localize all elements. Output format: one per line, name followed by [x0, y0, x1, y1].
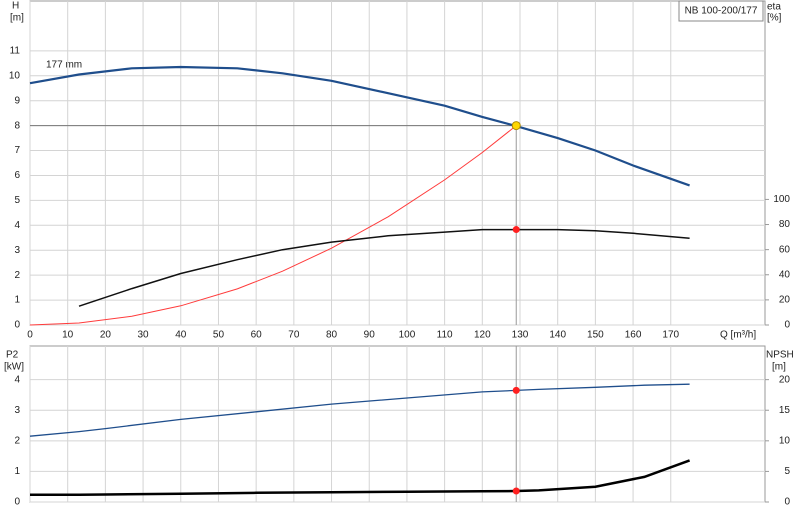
- y-tick-label: 1: [14, 295, 20, 306]
- curve: [78, 228, 690, 307]
- chart-title: NB 100-200/177: [685, 6, 758, 17]
- y-tick-label: 0: [14, 497, 20, 508]
- x-tick-label: 20: [100, 330, 112, 341]
- y-tick-label: 9: [14, 95, 20, 106]
- x-tick-label: 120: [474, 330, 491, 341]
- plot-frame: [29, 0, 766, 326]
- y-tick-label: 3: [14, 405, 20, 416]
- curve: [29, 65, 690, 187]
- x-tick-label: 150: [587, 330, 604, 341]
- x-tick-label: 50: [213, 330, 225, 341]
- x-tick-label: 100: [399, 330, 416, 341]
- x-tick-label: 30: [138, 330, 150, 341]
- y2-tick-label: 100: [773, 194, 790, 205]
- y-tick-label: 11: [10, 45, 21, 56]
- x-label: Q [m³/h]: [720, 330, 756, 341]
- y2-tick-label: 20: [779, 295, 791, 306]
- x-tick-label: 160: [625, 330, 642, 341]
- y-tick-label: 10: [9, 70, 21, 81]
- x-tick-label: 80: [326, 330, 338, 341]
- x-tick-label: 170: [662, 330, 679, 341]
- curve: [29, 125, 517, 326]
- y-label: P2: [6, 350, 19, 361]
- y-unit: [m]: [10, 13, 24, 24]
- x-tick-label: 40: [175, 330, 187, 341]
- y-tick-label: 4: [14, 220, 20, 231]
- x-tick-label: 130: [512, 330, 529, 341]
- annotation: 177 mm: [46, 60, 82, 71]
- duty-point: [512, 226, 520, 234]
- x-tick-label: 90: [364, 330, 376, 341]
- duty-point: [512, 487, 520, 495]
- y2-tick-label: 15: [779, 405, 791, 416]
- y-tick-label: 6: [14, 170, 20, 181]
- title-box: [678, 0, 764, 22]
- y-tick-label: 5: [14, 195, 20, 206]
- x-tick-label: 70: [288, 330, 300, 341]
- x-tick-label: 0: [27, 330, 33, 341]
- y2-tick-label: 60: [779, 244, 791, 255]
- y2-tick-label: 0: [784, 320, 790, 331]
- y2-tick-label: 5: [784, 466, 790, 477]
- y-tick-label: 3: [14, 245, 20, 256]
- y-tick-label: 2: [14, 435, 20, 446]
- y2-tick-label: 40: [779, 269, 791, 280]
- y-tick-label: 0: [14, 320, 20, 331]
- duty-point: [511, 121, 521, 131]
- y2-tick-label: 20: [779, 374, 791, 385]
- y2-unit: [%]: [767, 13, 782, 24]
- curve: [29, 383, 690, 437]
- y2-label: NPSH: [766, 350, 794, 361]
- y-tick-label: 7: [14, 145, 20, 156]
- y2-tick-label: 0: [784, 497, 790, 508]
- x-tick-label: 140: [549, 330, 566, 341]
- y-unit: [kW]: [4, 362, 24, 373]
- y2-tick-label: 80: [779, 219, 791, 230]
- y-tick-label: 2: [14, 270, 20, 281]
- y-label: H: [12, 1, 19, 12]
- y-tick-label: 1: [14, 466, 20, 477]
- y-tick-label: 8: [14, 120, 20, 131]
- duty-point: [512, 386, 520, 394]
- y-tick-label: 4: [14, 374, 20, 385]
- y2-label: eta: [767, 2, 781, 13]
- curve: [30, 459, 691, 496]
- y2-tick-label: 10: [779, 435, 791, 446]
- y2-unit: [m]: [772, 362, 786, 373]
- x-tick-label: 10: [62, 330, 74, 341]
- x-tick-label: 110: [437, 330, 453, 341]
- x-tick-label: 60: [251, 330, 263, 341]
